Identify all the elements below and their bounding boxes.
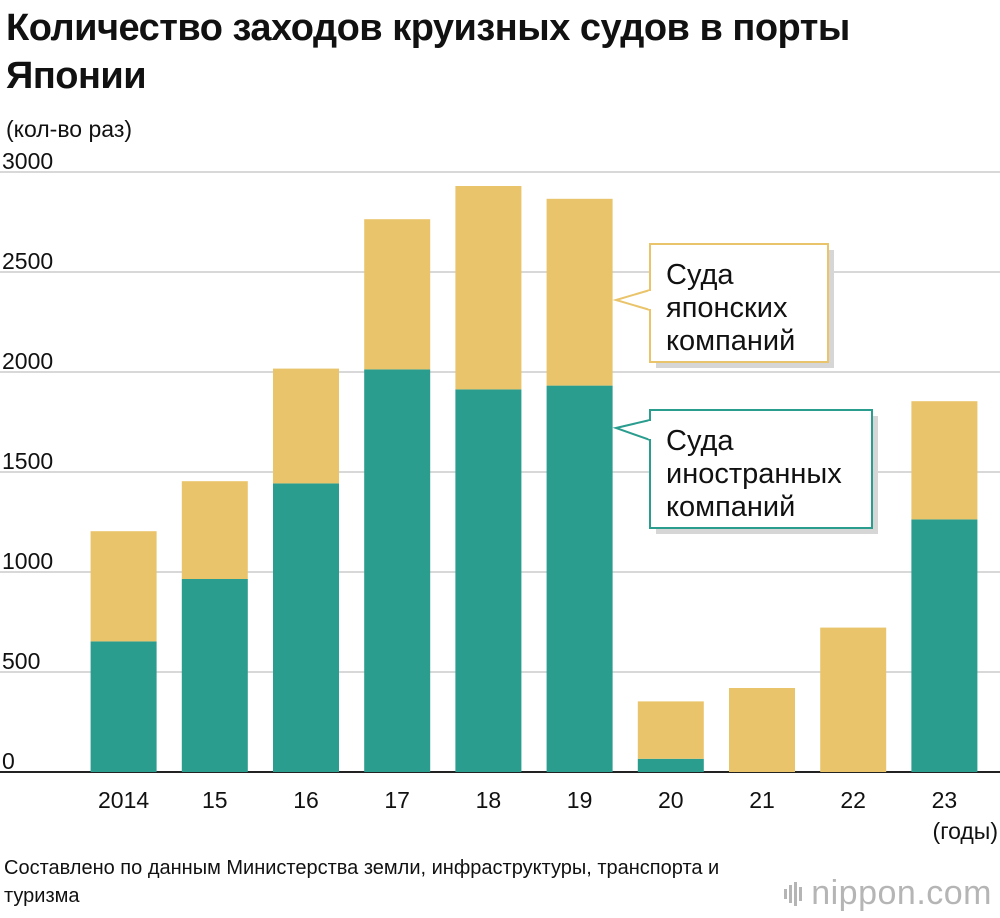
callout-label: компаний (666, 325, 795, 357)
y-axis-unit-label: (кол-во раз) (6, 116, 133, 142)
bar-japanese (273, 368, 339, 484)
x-tick-labels: 2014 15 16 17 18 19 20 21 22 23 (98, 787, 957, 813)
bar-japanese (181, 481, 248, 579)
x-tick-label: 18 (476, 787, 502, 813)
y-tick-label: 1000 (2, 548, 53, 574)
bar-foreign (181, 579, 248, 772)
callout-pointer (612, 418, 651, 442)
bar-japanese (729, 688, 795, 772)
bar-foreign (637, 758, 704, 772)
callout-pointer (612, 288, 651, 312)
x-tick-label: 23 (932, 787, 958, 813)
bar-japanese (820, 627, 887, 772)
bar-japanese (637, 701, 704, 759)
x-tick-label: 22 (840, 787, 866, 813)
callout-label: японских (666, 292, 788, 324)
callout-label: компаний (666, 491, 795, 523)
x-tick-label: 2014 (98, 787, 149, 813)
x-axis-unit-label: (годы) (932, 818, 998, 844)
bar-japanese (455, 186, 522, 390)
x-tick-label: 20 (658, 787, 684, 813)
x-tick-label: 15 (202, 787, 228, 813)
bar-japanese (90, 531, 157, 642)
y-tick-label: 0 (2, 748, 15, 774)
logo-text: nippon.com (811, 874, 992, 912)
callout-label: Суда (666, 259, 734, 291)
bar-foreign (364, 369, 431, 772)
bar-japanese (546, 198, 613, 386)
bar-japanese (911, 401, 978, 520)
y-tick-labels: 0 500 1000 1500 2000 2500 3000 (2, 148, 53, 774)
y-tick-label: 2000 (2, 348, 53, 374)
x-tick-label: 19 (567, 787, 593, 813)
callout-label: Суда (666, 425, 734, 457)
y-tick-label: 1500 (2, 448, 53, 474)
callout-frame (649, 409, 873, 529)
x-tick-label: 16 (293, 787, 319, 813)
callout-label: иностранных (666, 458, 842, 490)
chart-title: Количество заходов круизных судов в порт… (6, 7, 850, 97)
bar-foreign (90, 641, 157, 772)
x-tick-label: 17 (384, 787, 410, 813)
y-tick-label: 2500 (2, 248, 53, 274)
y-tick-label: 3000 (2, 148, 53, 174)
source-note: Составлено по данным Министерства земли,… (4, 857, 720, 907)
nippon-logo-icon (784, 881, 803, 906)
y-tick-label: 500 (2, 648, 40, 674)
bar-foreign (455, 389, 522, 772)
bar-foreign (546, 385, 613, 772)
legend-callouts: СудаяпонскихкомпанийСудаиностранныхкомпа… (612, 243, 878, 534)
x-tick-label: 21 (749, 787, 775, 813)
nippon-logo: nippon.com (783, 874, 992, 913)
bar-foreign (273, 483, 339, 772)
callout-frame (649, 243, 829, 363)
bar-foreign (911, 519, 978, 772)
bars (90, 186, 978, 772)
bar-japanese (364, 219, 431, 370)
